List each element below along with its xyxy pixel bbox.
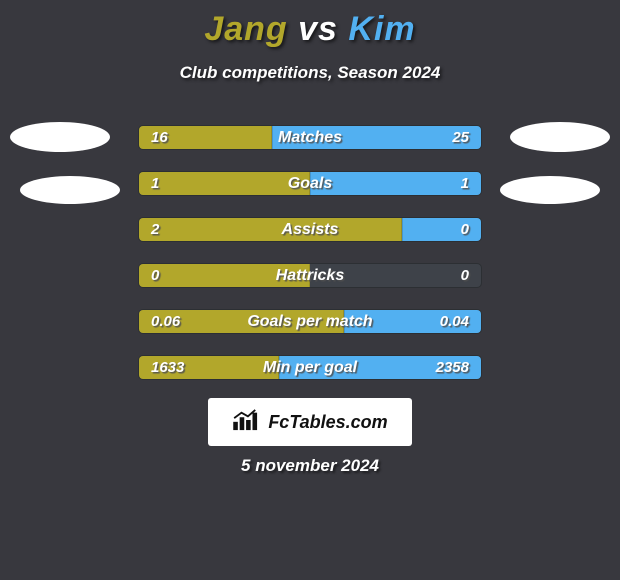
player1-club-badge bbox=[20, 176, 120, 204]
stat-row: 00Hattricks bbox=[138, 263, 482, 288]
player2-name: Kim bbox=[348, 10, 415, 48]
subtitle: Club competitions, Season 2024 bbox=[0, 63, 620, 83]
stat-value-right: 25 bbox=[440, 126, 481, 149]
brand-text: FcTables.com bbox=[268, 412, 387, 433]
comparison-title: Jang vs Kim bbox=[0, 0, 620, 49]
stat-value-right: 0.04 bbox=[428, 310, 481, 333]
stat-value-left: 0.06 bbox=[139, 310, 192, 333]
stat-row: 0.060.04Goals per match bbox=[138, 309, 482, 334]
stat-value-right: 0 bbox=[449, 264, 481, 287]
stat-value-left: 1633 bbox=[139, 356, 196, 379]
stat-value-right: 2358 bbox=[424, 356, 481, 379]
stat-row: 1625Matches bbox=[138, 125, 482, 150]
stat-row: 20Assists bbox=[138, 217, 482, 242]
stat-row: 11Goals bbox=[138, 171, 482, 196]
stat-row: 16332358Min per goal bbox=[138, 355, 482, 380]
player2-avatar bbox=[510, 122, 610, 152]
vs-text: vs bbox=[298, 10, 338, 48]
footer-date: 5 november 2024 bbox=[0, 456, 620, 476]
stats-bars: 1625Matches11Goals20Assists00Hattricks0.… bbox=[138, 125, 482, 401]
stat-value-left: 2 bbox=[139, 218, 171, 241]
stat-value-right: 1 bbox=[449, 172, 481, 195]
stat-value-left: 1 bbox=[139, 172, 171, 195]
stat-value-left: 0 bbox=[139, 264, 171, 287]
brand-chart-icon bbox=[232, 409, 262, 436]
player2-club-badge bbox=[500, 176, 600, 204]
player1-avatar bbox=[10, 122, 110, 152]
brand-badge: FcTables.com bbox=[208, 398, 412, 446]
stat-value-left: 16 bbox=[139, 126, 180, 149]
stat-value-right: 0 bbox=[449, 218, 481, 241]
stat-fill-left bbox=[139, 218, 402, 241]
player1-name: Jang bbox=[204, 10, 287, 48]
